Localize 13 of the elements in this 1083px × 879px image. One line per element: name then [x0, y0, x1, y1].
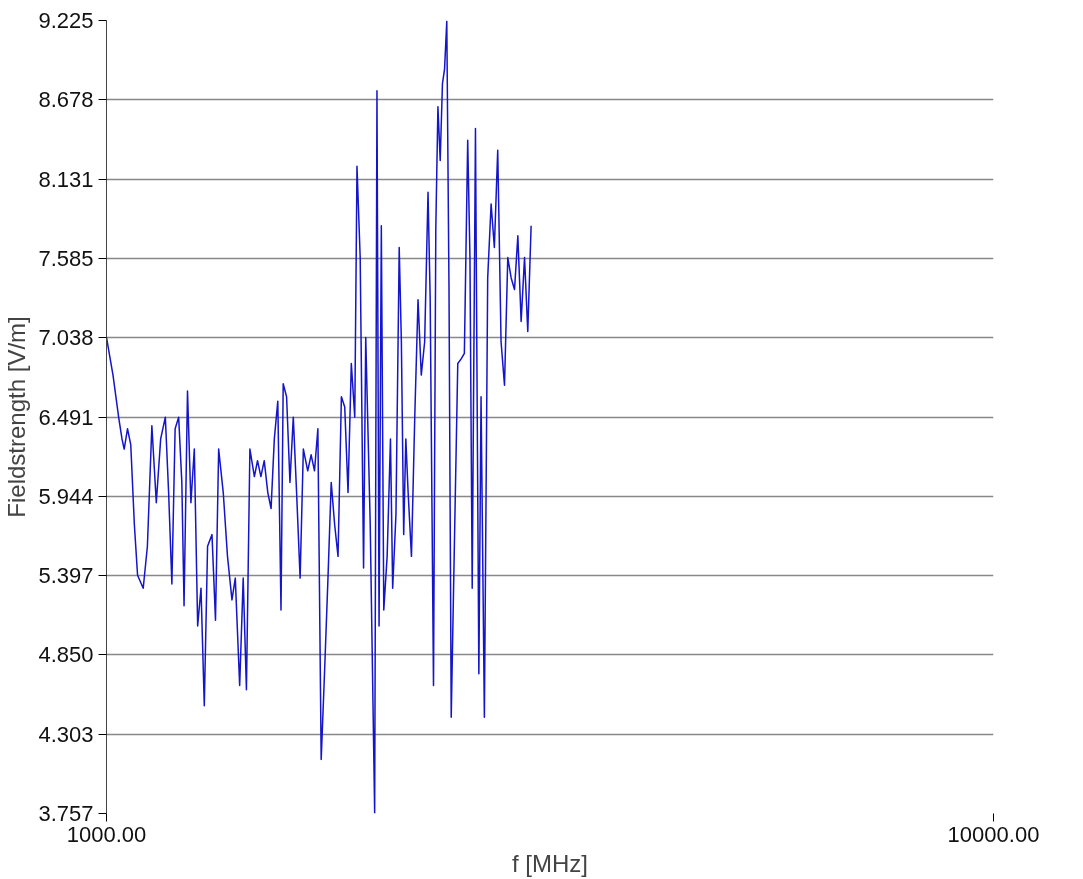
x-axis-title: f [MHz] — [512, 849, 588, 877]
y-tick-label: 7.038 — [38, 325, 94, 351]
y-tick-label: 4.303 — [38, 721, 94, 747]
y-tick-label: 8.131 — [38, 166, 94, 192]
y-tick-label: 6.491 — [38, 404, 94, 430]
y-tick-label: 8.678 — [38, 87, 94, 113]
x-tick-label: 10000.00 — [947, 821, 1040, 847]
y-axis-title: Fieldstrength [V/m] — [3, 316, 31, 518]
y-tick-label: 7.585 — [38, 245, 94, 271]
y-tick-label: 5.944 — [38, 483, 94, 509]
y-tick-label: 9.225 — [38, 8, 94, 33]
y-tick-label: 5.397 — [38, 563, 94, 589]
y-tick-label: 4.850 — [38, 642, 94, 668]
